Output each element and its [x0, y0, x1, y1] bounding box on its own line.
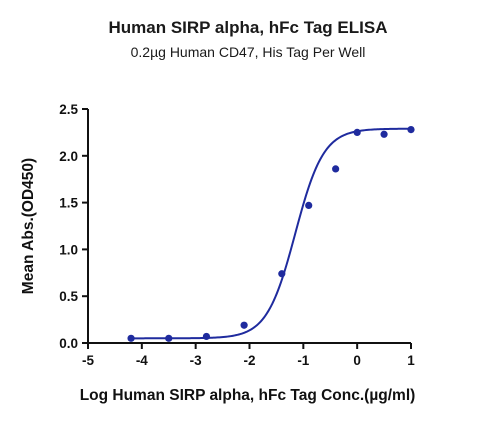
- data-point: [240, 321, 248, 329]
- y-axis-title: Mean Abs.(OD450): [20, 158, 37, 294]
- y-tick-label: 2.5: [59, 102, 78, 117]
- data-point: [127, 334, 135, 342]
- data-point: [332, 165, 340, 173]
- x-tick-label: -4: [136, 353, 148, 368]
- data-point: [353, 128, 361, 136]
- data-point: [380, 130, 388, 138]
- x-tick-label: -5: [82, 353, 94, 368]
- y-tick-label: 0.0: [59, 336, 78, 351]
- x-tick-label: -1: [297, 353, 309, 368]
- x-tick-label: -3: [190, 353, 202, 368]
- x-tick-label: -2: [243, 353, 255, 368]
- data-point: [165, 334, 173, 342]
- y-tick-label: 1.0: [59, 242, 78, 257]
- y-tick-label: 0.5: [59, 289, 78, 304]
- data-point: [407, 125, 415, 134]
- x-tick-label: 0: [353, 353, 361, 368]
- chart-subtitle: 0.2µg Human CD47, His Tag Per Well: [130, 44, 366, 60]
- data-point: [305, 201, 313, 210]
- x-tick-label: 1: [407, 353, 415, 368]
- x-axis-title: Log Human SIRP alpha, hFc Tag Conc.(µg/m…: [80, 387, 416, 404]
- data-point: [278, 270, 286, 278]
- fit-curve: [131, 127, 411, 340]
- data-point: [202, 332, 211, 341]
- y-tick-label: 2.0: [59, 149, 78, 164]
- y-tick-label: 1.5: [59, 196, 78, 211]
- chart-title: Human SIRP alpha, hFc Tag ELISA: [108, 18, 388, 37]
